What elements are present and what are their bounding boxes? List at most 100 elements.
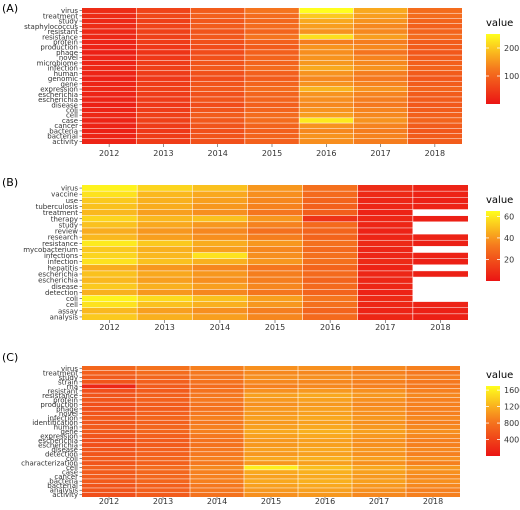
- y-tick-label: cancer: [54, 473, 78, 481]
- y-tick-label: coli: [66, 295, 78, 303]
- heatmap-cell: [136, 393, 190, 398]
- heatmap-cell: [298, 442, 352, 448]
- heatmap-cell: [244, 96, 300, 103]
- heatmap-cell: [82, 478, 136, 484]
- heatmap-cell: [302, 191, 358, 198]
- heatmap-cell: [357, 270, 413, 278]
- heatmap-cell: [192, 246, 248, 253]
- heatmap-cell: [136, 65, 191, 71]
- heatmap-cell: [298, 429, 352, 434]
- heatmap-cell: [190, 411, 244, 416]
- heatmap-cell: [82, 215, 138, 222]
- heatmap-cell: [82, 375, 136, 380]
- y-tick-label: phage: [56, 49, 78, 57]
- heatmap-cell: [82, 128, 137, 134]
- heatmap-cell: [352, 460, 406, 466]
- heatmap-cell: [244, 420, 298, 425]
- heatmap-cell: [136, 128, 191, 134]
- heatmap-cell: [406, 424, 460, 430]
- heatmap-cell: [407, 91, 462, 97]
- heatmap-cell: [82, 191, 138, 198]
- heatmap-cell: [247, 191, 303, 198]
- heatmap-cell: [302, 215, 358, 222]
- legend-tick-label: 1200: [504, 403, 520, 412]
- heatmap-cell: [247, 258, 303, 265]
- y-tick-label: novel: [59, 54, 78, 62]
- heatmap-cell: [82, 474, 136, 479]
- heatmap-cell: [406, 397, 460, 403]
- heatmap-cell: [82, 277, 138, 284]
- y-tick-label: cell: [66, 301, 78, 309]
- heatmap-cell: [247, 270, 303, 278]
- heatmap-cell: [190, 117, 245, 124]
- heatmap-cell: [407, 23, 462, 29]
- heatmap-cell: [406, 406, 460, 412]
- heatmap-cell: [244, 8, 300, 14]
- heatmap-cell: [352, 375, 406, 380]
- heatmap-cell: [244, 402, 298, 407]
- heatmap-cell: [353, 49, 408, 56]
- heatmap-cell: [190, 86, 245, 92]
- heatmap-cell: [137, 221, 193, 228]
- heatmap-cell: [190, 55, 245, 61]
- x-tick-label: 2012: [99, 149, 119, 158]
- heatmap-cell: [137, 283, 193, 290]
- heatmap-cell: [136, 456, 190, 461]
- y-tick-label: escherichia: [38, 270, 78, 278]
- heatmap-cell: [82, 460, 136, 466]
- heatmap-cell: [407, 34, 462, 40]
- heatmap-cell: [192, 301, 248, 308]
- heatmap-cell: [190, 415, 244, 421]
- heatmap-cell: [302, 234, 358, 241]
- heatmap-cell: [299, 112, 354, 118]
- heatmap-cell: [352, 379, 406, 385]
- heatmap-cell: [412, 307, 468, 314]
- heatmap-cell: [353, 91, 408, 97]
- y-tick-label: therapy: [51, 215, 78, 223]
- heatmap-cell: [244, 70, 300, 76]
- heatmap-cell: [407, 44, 462, 50]
- y-tick-label: virus: [61, 7, 78, 15]
- heatmap-cell: [82, 402, 136, 407]
- heatmap-cell: [412, 252, 468, 259]
- x-tick-label: 2012: [99, 497, 119, 506]
- heatmap-cell: [136, 13, 191, 19]
- heatmap-cell: [244, 469, 298, 475]
- heatmap-cell: [357, 277, 413, 284]
- heatmap-cell: [82, 420, 136, 425]
- y-tick-label: expression: [40, 433, 78, 441]
- heatmap-cell: [190, 442, 244, 448]
- heatmap-cell: [298, 492, 352, 497]
- heatmap-cell: [244, 465, 298, 470]
- y-tick-label: activity: [52, 491, 78, 499]
- heatmap-cell: [353, 133, 408, 139]
- heatmap-cell: [136, 76, 191, 82]
- heatmap-cell: [247, 185, 303, 192]
- heatmap-cell: [412, 313, 468, 320]
- y-tick-label: detection: [45, 451, 78, 459]
- heatmap-cell: [136, 107, 191, 113]
- heatmap-cell: [299, 128, 354, 134]
- legend-colorbar: [486, 386, 500, 456]
- y-tick-label: disease: [51, 283, 78, 291]
- heatmap-cell: [298, 388, 352, 394]
- heatmap-cell: [406, 460, 460, 466]
- heatmap-cell: [136, 8, 191, 14]
- heatmap-cell: [190, 70, 245, 76]
- panel-label: (C): [2, 351, 18, 364]
- y-tick-label: resistance: [42, 392, 78, 400]
- heatmap-cell: [352, 420, 406, 425]
- y-tick-label: disease: [51, 101, 78, 109]
- heatmap-cell: [302, 209, 358, 216]
- heatmap-cell: [353, 112, 408, 118]
- heatmap-cell: [299, 8, 354, 14]
- x-tick-label: 2016: [320, 323, 340, 332]
- heatmap-cell: [82, 487, 136, 493]
- heatmap-cell: [357, 209, 413, 216]
- heatmap-cell: [82, 411, 136, 416]
- heatmap-cell: [302, 258, 358, 265]
- heatmap-cell: [190, 469, 244, 475]
- heatmap-cell: [136, 406, 190, 412]
- heatmap-cell: [190, 487, 244, 493]
